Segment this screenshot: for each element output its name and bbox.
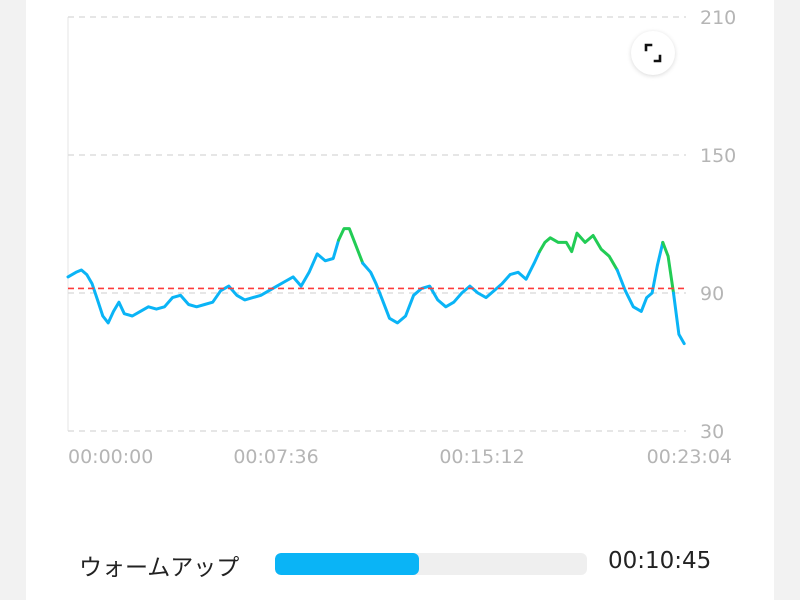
y-axis-ticks: 210 150 90 30 [700,7,736,443]
series-line [615,240,665,313]
series-line-high-zone [661,240,675,295]
x-tick-label: 00:23:04 [647,446,732,468]
series-line [66,238,341,325]
y-tick-label: 150 [700,145,736,167]
x-tick-label: 00:07:36 [233,446,318,468]
expand-icon [644,43,662,63]
zone-progress-track [275,553,587,575]
series-line-high-zone [337,227,365,265]
series-line [672,291,686,346]
y-tick-label: 90 [700,283,724,305]
x-tick-label: 00:15:12 [439,446,524,468]
zone-progress-fill [275,553,419,575]
series-line-high-zone [538,231,619,272]
series-heart-rate [66,227,686,346]
grid-lines [67,16,686,432]
x-tick-label: 00:00:00 [68,446,153,468]
zone-label: ウォームアップ [79,555,240,581]
chart-panel [26,0,774,600]
series-line [361,250,541,325]
y-tick-label: 30 [700,421,724,443]
zone-row: ウォームアップ 00:10:45 [0,540,800,588]
x-axis-ticks: 00:00:00 00:07:36 00:15:12 00:23:04 [68,446,732,468]
expand-button[interactable] [631,31,675,75]
y-tick-label: 210 [700,7,736,29]
zone-duration: 00:10:45 [608,548,712,574]
